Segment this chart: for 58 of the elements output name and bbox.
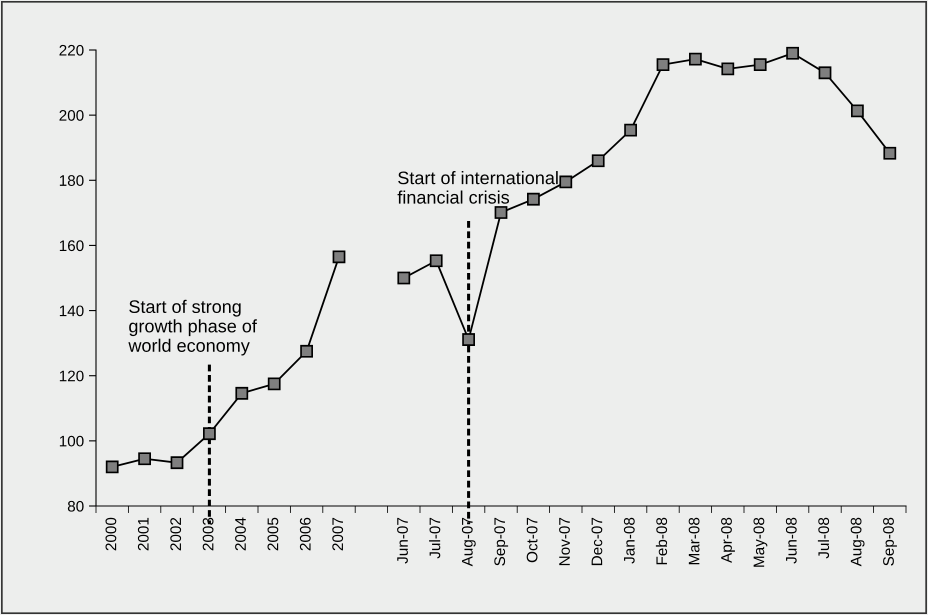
x-tick-label: Jun-07	[397, 518, 408, 564]
y-tick-label: 200	[59, 110, 84, 121]
point	[300, 344, 313, 358]
x-tick-label: 2007	[332, 518, 344, 550]
y-tick-label: 180	[60, 175, 84, 186]
x-tick-label: Nov-07	[559, 518, 570, 566]
y-tick-label: 140	[60, 305, 84, 316]
point	[883, 146, 896, 160]
point	[851, 104, 864, 118]
x-tick-label: 2006	[300, 518, 311, 550]
x-tick-label: Apr-08	[721, 518, 735, 563]
x-tick-label: May-08	[753, 518, 768, 567]
y-tick-label: 120	[60, 370, 84, 382]
x-tick-label: Sep-07	[494, 518, 508, 566]
y-tick-label: 220	[59, 44, 84, 56]
point	[689, 52, 702, 66]
point	[754, 58, 767, 72]
x-tick-label: Jun-08	[786, 518, 797, 564]
point	[138, 452, 151, 466]
x-tick-label: 2005	[267, 518, 278, 550]
point	[721, 62, 734, 76]
x-tick-label: 2001	[138, 518, 149, 550]
point	[332, 250, 346, 264]
point	[818, 66, 832, 80]
x-tick-label: Jan-08	[624, 518, 635, 564]
x-tick-label: Sep-08	[883, 518, 897, 566]
x-tick-label: 2000	[105, 518, 116, 550]
x-tick-label: Aug-08	[850, 518, 865, 566]
point	[559, 176, 572, 188]
point	[430, 254, 443, 268]
x-tick-label: 2003	[202, 518, 214, 550]
point	[494, 206, 508, 219]
x-tick-label: 2002	[170, 518, 182, 550]
x-tick-label: 2004	[235, 518, 246, 550]
y-tick-label: 80	[68, 500, 84, 512]
point	[592, 154, 605, 168]
point	[656, 58, 670, 72]
point	[786, 46, 799, 60]
x-tick-label: Jul-08	[818, 518, 830, 558]
point	[170, 456, 184, 470]
ref-line-label: Start of international financial crisis	[398, 171, 558, 204]
x-tick-label: Dec-07	[591, 518, 602, 566]
point	[527, 192, 540, 206]
x-tick-label: Feb-08	[656, 518, 668, 564]
x-tick-label: Jul-07	[429, 518, 440, 558]
point	[397, 272, 410, 284]
point	[203, 427, 216, 440]
point	[235, 386, 248, 400]
ref-line-label: Start of strong growth phase of world economy	[128, 300, 257, 356]
point	[624, 124, 637, 137]
point	[268, 377, 281, 390]
point	[462, 333, 475, 346]
x-tick-label: Oct-07	[526, 518, 538, 562]
x-tick-label: Mar-08	[688, 518, 700, 564]
x-tick-label: Aug-07	[462, 518, 476, 566]
y-tick-label: 100	[60, 436, 84, 447]
y-tick-label: 160	[60, 240, 84, 252]
point	[106, 460, 119, 474]
